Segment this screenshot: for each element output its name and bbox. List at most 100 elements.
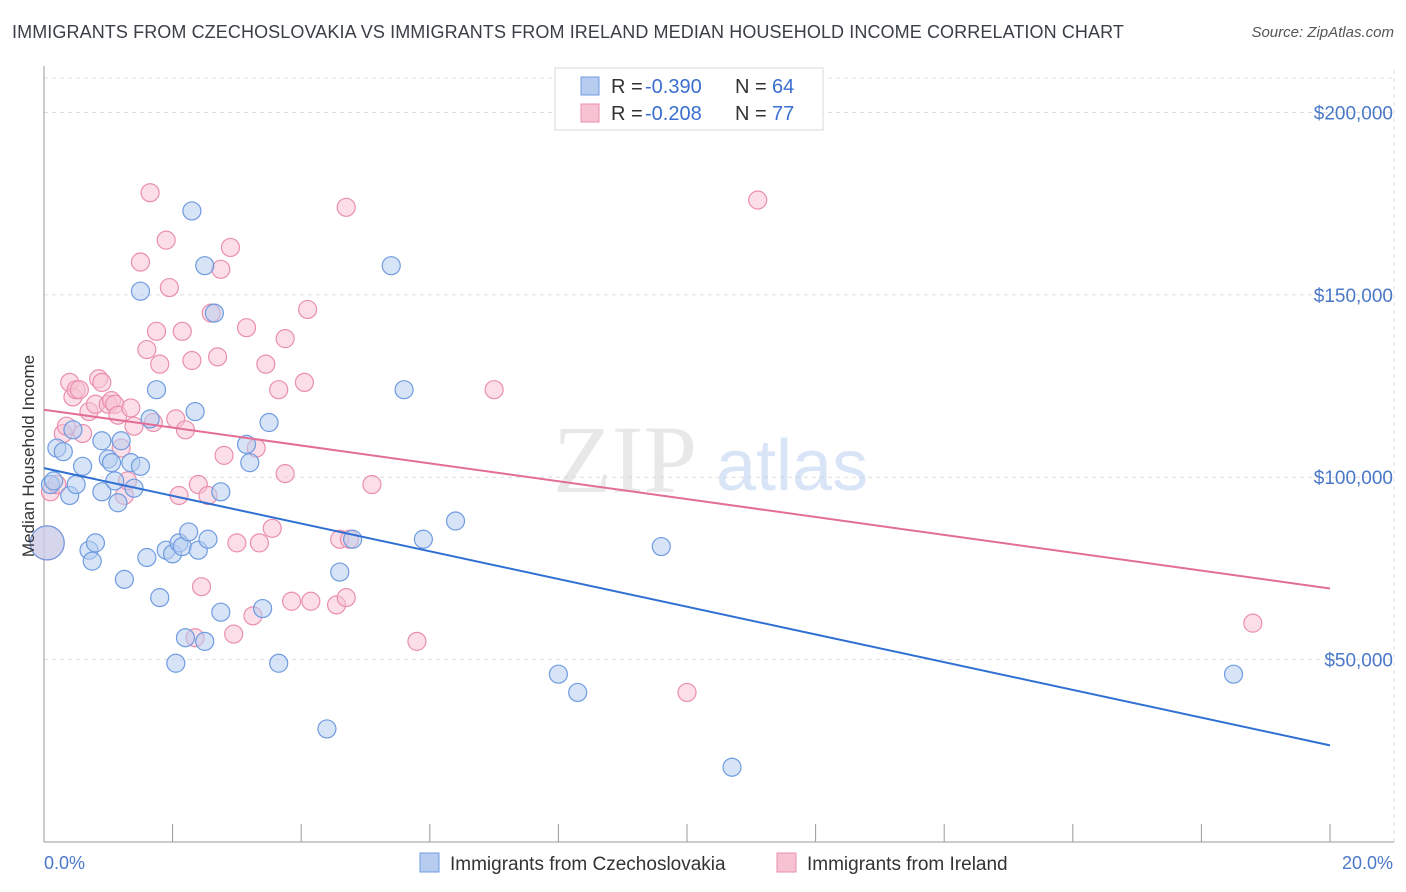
- czech-point-53: [394, 380, 414, 400]
- legend-n-value-2: 77: [772, 103, 794, 125]
- ireland-point-68: [677, 682, 697, 703]
- czech-point-46: [253, 598, 273, 619]
- y-tick-label-2: $150,000: [1314, 286, 1393, 307]
- czech-point-10: [82, 551, 102, 571]
- ireland-point-51: [256, 354, 276, 374]
- ireland-point-25: [140, 183, 160, 203]
- czech-point-56: [548, 664, 569, 684]
- ireland-point-62: [336, 588, 356, 608]
- legend-r-value-1: -0.390: [645, 76, 702, 98]
- czech-point-39: [195, 631, 215, 651]
- czech-point-12: [92, 482, 112, 502]
- czech-point-18: [111, 431, 131, 451]
- ireland-point-35: [182, 350, 202, 371]
- ireland-point-41: [208, 347, 228, 367]
- legend-r-value-2: -0.208: [645, 103, 702, 125]
- czech-point-11: [85, 533, 106, 553]
- ireland-point-53: [269, 380, 289, 400]
- stats-legend: R = -0.390 N = 64 R = -0.208 N = 77: [554, 67, 824, 131]
- czech-point-15: [101, 453, 122, 473]
- czech-point-13: [92, 431, 112, 451]
- czech-point-34: [179, 522, 199, 542]
- watermark: ZIP atlas: [553, 406, 868, 513]
- ireland-point-50: [249, 533, 270, 553]
- czech-point-16: [105, 471, 125, 491]
- legend-r-label-2: R =: [611, 103, 648, 125]
- czech-point-6: [63, 420, 83, 440]
- y-tick-label-3: $200,000: [1314, 103, 1393, 124]
- series-legend-label-blue: Immigrants from Czechoslovakia: [450, 854, 726, 875]
- ireland-point-69: [748, 190, 768, 210]
- legend-n-label-2: N =: [735, 103, 772, 125]
- czech-point-33: [175, 628, 196, 648]
- x-tick-label-0: 0.0%: [44, 853, 85, 873]
- czech-point-17: [108, 493, 128, 513]
- ireland-point-57: [294, 372, 315, 392]
- czech-point-58: [651, 536, 671, 557]
- series-legend: Immigrants from Czechoslovakia Immigrant…: [419, 852, 1008, 875]
- stats-legend-box: [554, 67, 824, 131]
- czech-point-22: [130, 456, 151, 476]
- czech-point-54: [413, 529, 433, 549]
- czech-point-48: [269, 653, 289, 673]
- czech-point-0: [29, 525, 65, 561]
- ireland-point-8: [69, 380, 89, 400]
- series-legend-swatch-blue: [419, 852, 440, 873]
- x-tick-labels: 0.0% 20.0%: [44, 853, 1393, 873]
- ireland-point-58: [298, 299, 318, 320]
- ireland-point-56: [281, 591, 302, 611]
- ireland-point-42: [211, 259, 231, 279]
- czech-point-60: [1223, 664, 1244, 684]
- czech-point-41: [204, 303, 224, 323]
- ireland-point-46: [227, 533, 247, 553]
- legend-n-label-1: N =: [735, 76, 772, 98]
- czech-point-8: [72, 456, 93, 476]
- ireland-point-13: [92, 372, 112, 392]
- czech-point-43: [211, 602, 231, 622]
- ireland-point-47: [236, 318, 257, 338]
- czech-point-7: [66, 474, 86, 495]
- czech-point-45: [240, 453, 260, 473]
- ireland-point-65: [362, 474, 382, 495]
- czech-point-30: [166, 653, 186, 673]
- czech-point-36: [185, 401, 205, 422]
- czech-point-27: [150, 588, 170, 608]
- y-tick-label-1: $100,000: [1314, 468, 1393, 489]
- y-tick-label-0: $50,000: [1324, 651, 1393, 672]
- czechoslovakia-points: [29, 201, 1244, 777]
- ireland-point-55: [275, 463, 295, 484]
- czech-point-19: [114, 569, 134, 589]
- ireland-point-23: [130, 252, 151, 272]
- czech-point-38: [195, 256, 215, 276]
- ireland-point-33: [172, 321, 192, 341]
- czech-point-26: [146, 380, 167, 400]
- axes: [43, 66, 1394, 843]
- czech-point-24: [137, 547, 157, 568]
- trend-line-0: [43, 467, 1331, 747]
- y-tick-labels: $50,000 $100,000 $150,000 $200,000: [1314, 103, 1393, 671]
- ireland-point-45: [224, 624, 244, 644]
- czech-point-23: [130, 281, 151, 301]
- legend-r-label-1: R =: [611, 76, 648, 98]
- czech-point-4: [53, 442, 73, 462]
- legend-n-value-1: 64: [772, 76, 794, 98]
- legend-swatch-blue: [580, 76, 600, 96]
- czech-point-35: [182, 201, 202, 221]
- chart-title: IMMIGRANTS FROM CZECHOSLOVAKIA VS IMMIGR…: [12, 22, 1125, 42]
- trend-line-1: [43, 408, 1331, 590]
- ireland-point-67: [484, 380, 504, 400]
- y-axis-label: Median Household Income: [19, 355, 38, 557]
- ireland-point-29: [156, 230, 176, 250]
- czech-point-40: [198, 529, 218, 549]
- czech-point-49: [317, 719, 337, 739]
- czech-point-59: [722, 757, 742, 777]
- ireland-point-43: [214, 445, 234, 465]
- czech-point-44: [236, 434, 257, 455]
- x-tick-label-1: 20.0%: [1342, 853, 1393, 873]
- series-legend-swatch-pink: [776, 852, 797, 873]
- ireland-point-38: [191, 577, 212, 597]
- ireland-point-70: [1243, 613, 1263, 633]
- ireland-point-54: [275, 329, 295, 349]
- ireland-point-44: [220, 237, 241, 258]
